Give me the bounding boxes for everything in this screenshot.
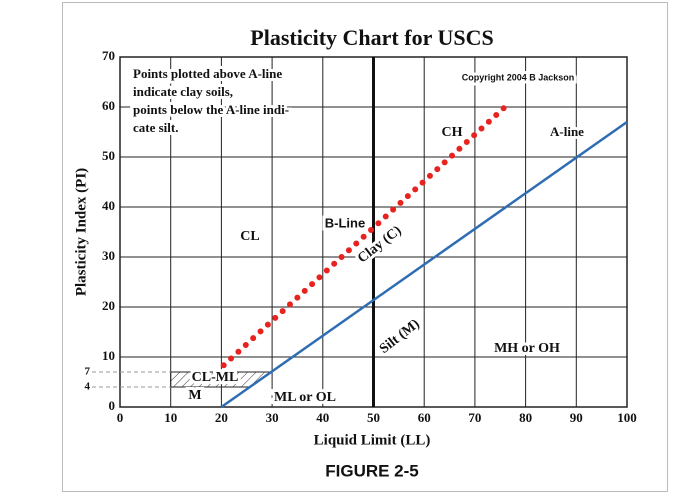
x-tick-label: 40 bbox=[316, 410, 329, 425]
y-axis-label: Plasticity Index (PI) bbox=[73, 168, 89, 296]
y-tick-label: 30 bbox=[102, 248, 115, 263]
zone-label: ML or OL bbox=[274, 390, 336, 405]
x-tick-label: 30 bbox=[266, 410, 279, 425]
zone-label: MH or OH bbox=[494, 341, 560, 356]
zone-label: Silt (M) bbox=[377, 316, 423, 357]
b-line-label: B-Line bbox=[325, 215, 365, 230]
zone-label: CL bbox=[240, 229, 259, 244]
caption: FIGURE 2-5 bbox=[325, 461, 419, 480]
series-line bbox=[220, 120, 628, 409]
x-tick-label: 80 bbox=[519, 410, 532, 425]
note-line: points below the A-line indi- bbox=[133, 102, 289, 117]
copyright: Copyright 2004 B Jackson bbox=[462, 72, 575, 82]
x-tick-label: 10 bbox=[164, 410, 177, 425]
x-tick-label: 70 bbox=[468, 410, 481, 425]
chart-title: Plasticity Chart for USCS bbox=[250, 25, 493, 50]
x-tick-label: 60 bbox=[418, 410, 431, 425]
x-axis-label: Liquid Limit (LL) bbox=[314, 432, 431, 448]
x-tick-label: 90 bbox=[570, 410, 583, 425]
zone-label: CL-ML bbox=[192, 370, 239, 385]
note-line: Points plotted above A-line bbox=[133, 66, 282, 81]
y-tick-label: 40 bbox=[102, 198, 115, 213]
note-line: indicate clay soils, bbox=[133, 84, 233, 99]
y-tick-label: 4 bbox=[85, 381, 91, 393]
y-tick-label: 10 bbox=[102, 348, 115, 363]
y-tick-label: 7 bbox=[85, 366, 91, 378]
frame bbox=[62, 2, 668, 492]
a-line-label: A-line bbox=[550, 124, 584, 139]
y-tick-label: 50 bbox=[102, 148, 115, 163]
note-line: cate silt. bbox=[133, 120, 178, 135]
y-tick-label: 0 bbox=[109, 398, 116, 413]
x-tick-label: 20 bbox=[215, 410, 228, 425]
x-tick-label: 100 bbox=[617, 410, 637, 425]
series-line bbox=[213, 99, 514, 375]
y-tick-label: 60 bbox=[102, 98, 115, 113]
y-tick-label: 20 bbox=[102, 298, 115, 313]
y-tick-label: 70 bbox=[102, 48, 115, 63]
zone-label: M bbox=[188, 388, 201, 403]
zone-label: CH bbox=[442, 125, 463, 140]
x-tick-label: 0 bbox=[117, 410, 124, 425]
x-tick-label: 50 bbox=[367, 410, 380, 425]
